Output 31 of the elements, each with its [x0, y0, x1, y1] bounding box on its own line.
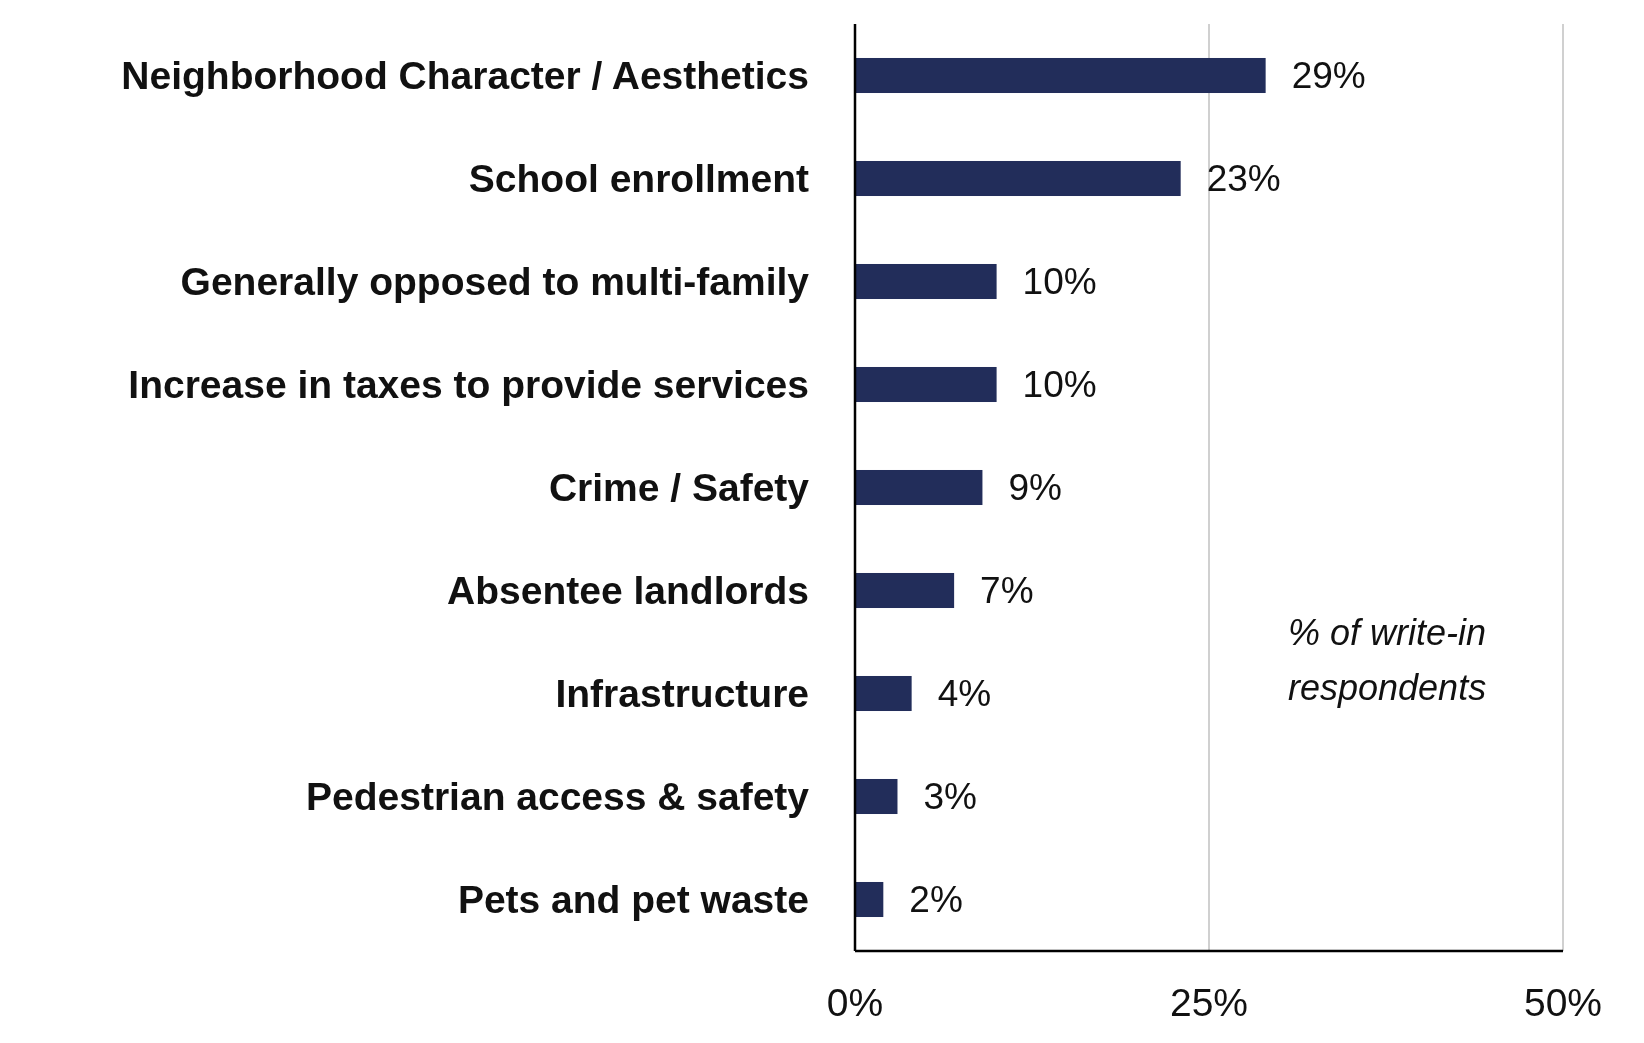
bar	[855, 778, 898, 815]
y-tick-label: Crime / Safety	[548, 466, 810, 510]
data-label: 10%	[1022, 364, 1097, 406]
y-tick-label: Pedestrian access & safety	[306, 775, 810, 819]
bar	[855, 572, 955, 609]
data-label: 23%	[1206, 158, 1281, 200]
data-label: 2%	[909, 879, 963, 921]
annotation: % of write-in respondents	[1288, 612, 1487, 708]
bar	[855, 366, 997, 403]
data-label: 10%	[1022, 261, 1097, 303]
data-label: 3%	[923, 776, 977, 818]
y-tick-label: Neighborhood Character / Aesthetics	[121, 54, 809, 98]
bar	[855, 881, 884, 918]
bar	[855, 160, 1181, 197]
bar	[855, 469, 983, 506]
y-tick-label: Generally opposed to multi-family	[180, 260, 810, 304]
data-label: 9%	[1008, 467, 1062, 509]
x-tick-label: 25%	[1169, 981, 1249, 1024]
x-tick-label: 50%	[1523, 981, 1603, 1024]
data-label: 4%	[937, 673, 992, 715]
y-tick-label: Increase in taxes to provide services	[128, 363, 809, 407]
y-tick-label: Infrastructure	[555, 672, 809, 716]
bar	[855, 57, 1266, 94]
y-tick-label: Absentee landlords	[447, 569, 809, 613]
x-tick-label: 0%	[826, 981, 884, 1024]
y-tick-label: School enrollment	[468, 157, 810, 201]
bar	[855, 675, 912, 712]
bar	[855, 263, 997, 300]
data-label: 29%	[1291, 55, 1366, 97]
y-tick-label: Pets and pet waste	[457, 878, 809, 922]
data-label: 7%	[980, 570, 1034, 612]
